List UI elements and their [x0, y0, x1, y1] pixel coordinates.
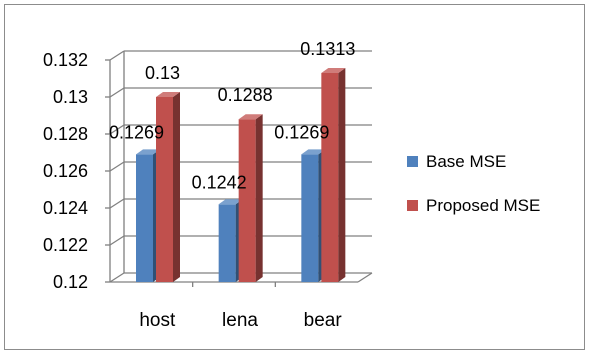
legend-swatch [407, 200, 418, 211]
gridline-depth [109, 198, 125, 209]
gridline-depth [109, 87, 125, 98]
bar-top [301, 149, 326, 155]
data-label: 0.1242 [192, 172, 247, 192]
bar-side [338, 67, 346, 282]
gridline-depth [109, 161, 125, 172]
bar-top [321, 67, 346, 73]
bar-top [218, 199, 243, 205]
x-category-label: lena [222, 310, 258, 331]
bar-side [255, 114, 263, 282]
bar-front [136, 154, 153, 282]
x-category-label: bear [304, 310, 343, 331]
y-tick-label: 0.128 [43, 124, 88, 144]
gridline-depth [109, 50, 125, 61]
data-label: 0.13 [145, 63, 180, 83]
y-tick-label: 0.132 [43, 50, 88, 70]
gridline-depth [109, 235, 125, 246]
gridline-depth [109, 272, 125, 283]
bar-side [173, 92, 180, 282]
bar-front [218, 204, 236, 282]
data-label: 0.1269 [274, 122, 329, 142]
gridline-depth [109, 124, 125, 135]
x-category-label: host [139, 310, 176, 331]
bar-top [238, 114, 263, 120]
data-label: 0.1269 [109, 122, 164, 142]
bar-top [156, 92, 180, 97]
bar-front [238, 119, 256, 282]
data-label: 0.1313 [300, 39, 355, 59]
legend-swatch [407, 156, 418, 167]
legend: Base MSE Proposed MSE [407, 152, 540, 215]
bar-top [136, 149, 160, 155]
y-tick-label: 0.122 [43, 235, 88, 255]
y-axis-ticks: 0.12 0.122 0.124 0.126 0.128 0.13 0.132 [43, 50, 110, 292]
y-tick-label: 0.13 [53, 87, 88, 107]
bar-front [156, 97, 173, 282]
bar-front [321, 72, 339, 282]
y-tick-label: 0.126 [43, 161, 88, 181]
legend-label: Proposed MSE [426, 196, 540, 215]
legend-label: Base MSE [426, 152, 506, 171]
y-tick-label: 0.12 [53, 272, 88, 292]
bars [136, 67, 346, 282]
y-tick-label: 0.124 [43, 198, 88, 218]
x-axis-categories: host lena bear [139, 282, 342, 331]
bar-front [301, 154, 319, 282]
chart-frame [4, 4, 585, 350]
floor-right-edge [357, 272, 373, 283]
data-label: 0.1288 [218, 85, 273, 105]
